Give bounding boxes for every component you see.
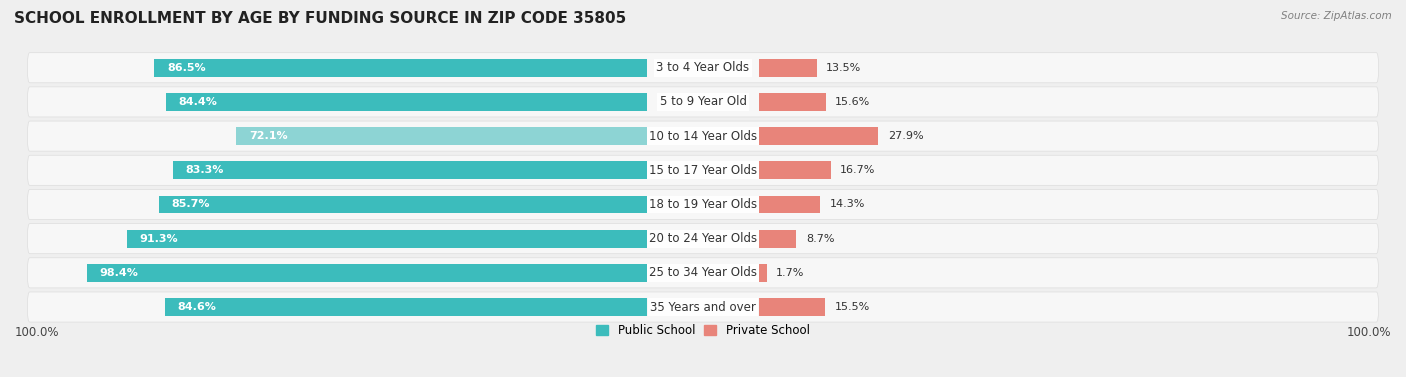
Text: 72.1%: 72.1% (249, 131, 287, 141)
Bar (165, 298, 647, 316)
Bar (87, 264, 647, 282)
Bar (759, 93, 825, 111)
Bar (166, 93, 647, 111)
Text: 98.4%: 98.4% (100, 268, 138, 278)
Text: 91.3%: 91.3% (139, 234, 179, 244)
Text: 10 to 14 Year Olds: 10 to 14 Year Olds (650, 130, 756, 143)
Bar (759, 264, 766, 282)
Bar (759, 127, 879, 145)
Text: 14.3%: 14.3% (830, 199, 865, 210)
Bar (759, 161, 831, 179)
Legend: Public School, Private School: Public School, Private School (592, 320, 814, 342)
Text: 86.5%: 86.5% (167, 63, 205, 73)
Text: 8.7%: 8.7% (806, 234, 834, 244)
FancyBboxPatch shape (28, 224, 1378, 254)
Text: 100.0%: 100.0% (1347, 326, 1391, 339)
Bar (759, 230, 796, 248)
Text: 1.7%: 1.7% (776, 268, 804, 278)
FancyBboxPatch shape (28, 53, 1378, 83)
Text: Source: ZipAtlas.com: Source: ZipAtlas.com (1281, 11, 1392, 21)
Bar (155, 59, 647, 77)
FancyBboxPatch shape (28, 292, 1378, 322)
Text: 25 to 34 Year Olds: 25 to 34 Year Olds (650, 266, 756, 279)
Text: 15.5%: 15.5% (835, 302, 870, 312)
Text: 27.9%: 27.9% (887, 131, 924, 141)
Text: 3 to 4 Year Olds: 3 to 4 Year Olds (657, 61, 749, 74)
Text: 85.7%: 85.7% (172, 199, 209, 210)
Text: 15.6%: 15.6% (835, 97, 870, 107)
Text: 83.3%: 83.3% (186, 165, 224, 175)
FancyBboxPatch shape (28, 189, 1378, 219)
FancyBboxPatch shape (28, 155, 1378, 185)
Bar (159, 196, 647, 213)
Text: 20 to 24 Year Olds: 20 to 24 Year Olds (650, 232, 756, 245)
Text: 13.5%: 13.5% (827, 63, 862, 73)
Bar (759, 59, 817, 77)
Text: 5 to 9 Year Old: 5 to 9 Year Old (659, 95, 747, 109)
Text: 18 to 19 Year Olds: 18 to 19 Year Olds (650, 198, 756, 211)
Text: 16.7%: 16.7% (839, 165, 876, 175)
Bar (759, 196, 820, 213)
FancyBboxPatch shape (28, 121, 1378, 151)
Text: 84.4%: 84.4% (179, 97, 218, 107)
Bar (236, 127, 647, 145)
Text: 15 to 17 Year Olds: 15 to 17 Year Olds (650, 164, 756, 177)
Bar (127, 230, 647, 248)
Text: SCHOOL ENROLLMENT BY AGE BY FUNDING SOURCE IN ZIP CODE 35805: SCHOOL ENROLLMENT BY AGE BY FUNDING SOUR… (14, 11, 626, 26)
Text: 84.6%: 84.6% (177, 302, 217, 312)
Bar (759, 298, 825, 316)
FancyBboxPatch shape (28, 87, 1378, 117)
Text: 100.0%: 100.0% (15, 326, 59, 339)
Text: 35 Years and over: 35 Years and over (650, 300, 756, 314)
Bar (173, 161, 647, 179)
FancyBboxPatch shape (28, 258, 1378, 288)
